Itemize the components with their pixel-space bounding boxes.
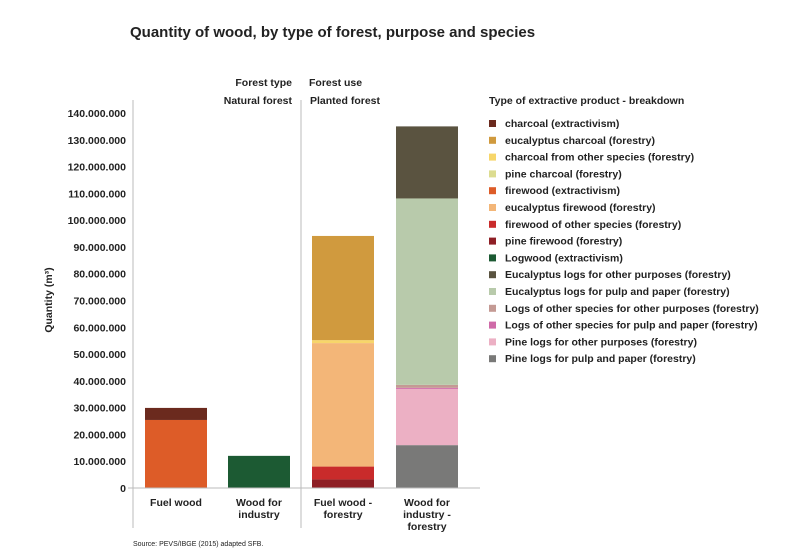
legend-label: eucalyptus firewood (forestry) bbox=[505, 202, 656, 214]
legend-swatch bbox=[489, 136, 496, 144]
bar-segment bbox=[145, 419, 207, 488]
y-tick-label: 110.000.000 bbox=[68, 188, 126, 200]
x-tick-label: industry - bbox=[403, 509, 451, 521]
bar-segment bbox=[396, 198, 458, 385]
legend-swatch bbox=[489, 254, 496, 262]
forest-type-header: Forest type bbox=[235, 77, 292, 89]
legend-swatch bbox=[489, 220, 496, 228]
legend-label: Logs of other species for other purposes… bbox=[505, 303, 759, 315]
bar-segment bbox=[312, 466, 374, 480]
bar-segment bbox=[312, 340, 374, 344]
chart-title: Quantity of wood, by type of forest, pur… bbox=[130, 24, 535, 41]
y-tick-label: 10.000.000 bbox=[73, 456, 126, 468]
bar-segment bbox=[396, 384, 458, 388]
x-tick-label: Fuel wood bbox=[150, 497, 202, 509]
bar-segment bbox=[396, 126, 458, 199]
legend-swatch bbox=[489, 237, 496, 245]
bar-segment bbox=[396, 388, 458, 446]
bar-segment bbox=[396, 387, 458, 389]
legend-label: Eucalyptus logs for other purposes (fore… bbox=[505, 269, 731, 281]
y-tick-label: 100.000.000 bbox=[68, 215, 127, 227]
legend-label: pine charcoal (forestry) bbox=[505, 168, 622, 180]
y-tick-label: 20.000.000 bbox=[73, 429, 126, 441]
bar-segment bbox=[228, 455, 290, 488]
legend-label: pine firewood (forestry) bbox=[505, 236, 622, 248]
y-tick-label: 120.000.000 bbox=[68, 162, 127, 174]
legend-swatch bbox=[489, 271, 496, 279]
y-tick-label: 50.000.000 bbox=[73, 349, 126, 361]
y-tick-label: 60.000.000 bbox=[73, 322, 126, 334]
bar-segment bbox=[396, 445, 458, 488]
legend-swatch bbox=[489, 170, 496, 178]
legend-label: charcoal from other species (forestry) bbox=[505, 152, 694, 164]
legend-swatch bbox=[489, 187, 496, 195]
planted-forest-header: Planted forest bbox=[310, 95, 381, 107]
legend-swatch bbox=[489, 120, 496, 127]
y-tick-label: 70.000.000 bbox=[73, 296, 126, 308]
y-tick-label: 130.000.000 bbox=[68, 135, 127, 147]
legend-swatch bbox=[489, 338, 496, 346]
y-tick-label: 80.000.000 bbox=[73, 269, 126, 281]
legend-label: firewood (extractivism) bbox=[505, 185, 620, 197]
legend-swatch bbox=[489, 355, 496, 363]
y-axis-label: Quantity (m³) bbox=[43, 267, 55, 332]
y-tick-label: 90.000.000 bbox=[73, 242, 126, 254]
y-tick-label: 30.000.000 bbox=[73, 403, 126, 415]
x-tick-label: Fuel wood - bbox=[314, 497, 373, 509]
x-tick-label: industry bbox=[238, 509, 280, 521]
legend-label: Logs of other species for pulp and paper… bbox=[505, 320, 758, 332]
legend-swatch bbox=[489, 288, 496, 295]
legend-swatch bbox=[489, 153, 496, 161]
forest-use-header: Forest use bbox=[309, 77, 362, 89]
legend-swatch bbox=[489, 204, 496, 211]
bar-segment bbox=[312, 235, 374, 341]
legend-label: Logwood (extractivism) bbox=[505, 252, 623, 264]
y-tick-label: 40.000.000 bbox=[73, 376, 126, 388]
bar-segment bbox=[145, 407, 207, 420]
bar-segment bbox=[312, 479, 374, 488]
x-tick-label: Wood for bbox=[236, 497, 282, 509]
source-note: Source: PEVS/IBGE (2015) adapted SFB. bbox=[133, 541, 263, 548]
legend-label: Pine logs for pulp and paper (forestry) bbox=[505, 353, 696, 365]
legend-swatch bbox=[489, 304, 496, 312]
natural-forest-header: Natural forest bbox=[224, 95, 293, 107]
legend-swatch bbox=[489, 321, 496, 329]
y-tick-label: 0 bbox=[120, 483, 126, 495]
legend-label: charcoal (extractivism) bbox=[505, 118, 619, 130]
legend-label: firewood of other species (forestry) bbox=[505, 219, 681, 231]
legend-label: Eucalyptus logs for pulp and paper (fore… bbox=[505, 286, 730, 298]
x-tick-label: Wood for bbox=[404, 497, 450, 509]
bar-segment bbox=[312, 343, 374, 467]
y-tick-label: 140.000.000 bbox=[68, 108, 127, 120]
x-tick-label: forestry bbox=[323, 509, 362, 521]
legend-title: Type of extractive product - breakdown bbox=[489, 95, 684, 107]
x-tick-label: forestry bbox=[407, 521, 446, 533]
legend-label: eucalyptus charcoal (forestry) bbox=[505, 135, 655, 147]
legend-label: Pine logs for other purposes (forestry) bbox=[505, 336, 697, 348]
